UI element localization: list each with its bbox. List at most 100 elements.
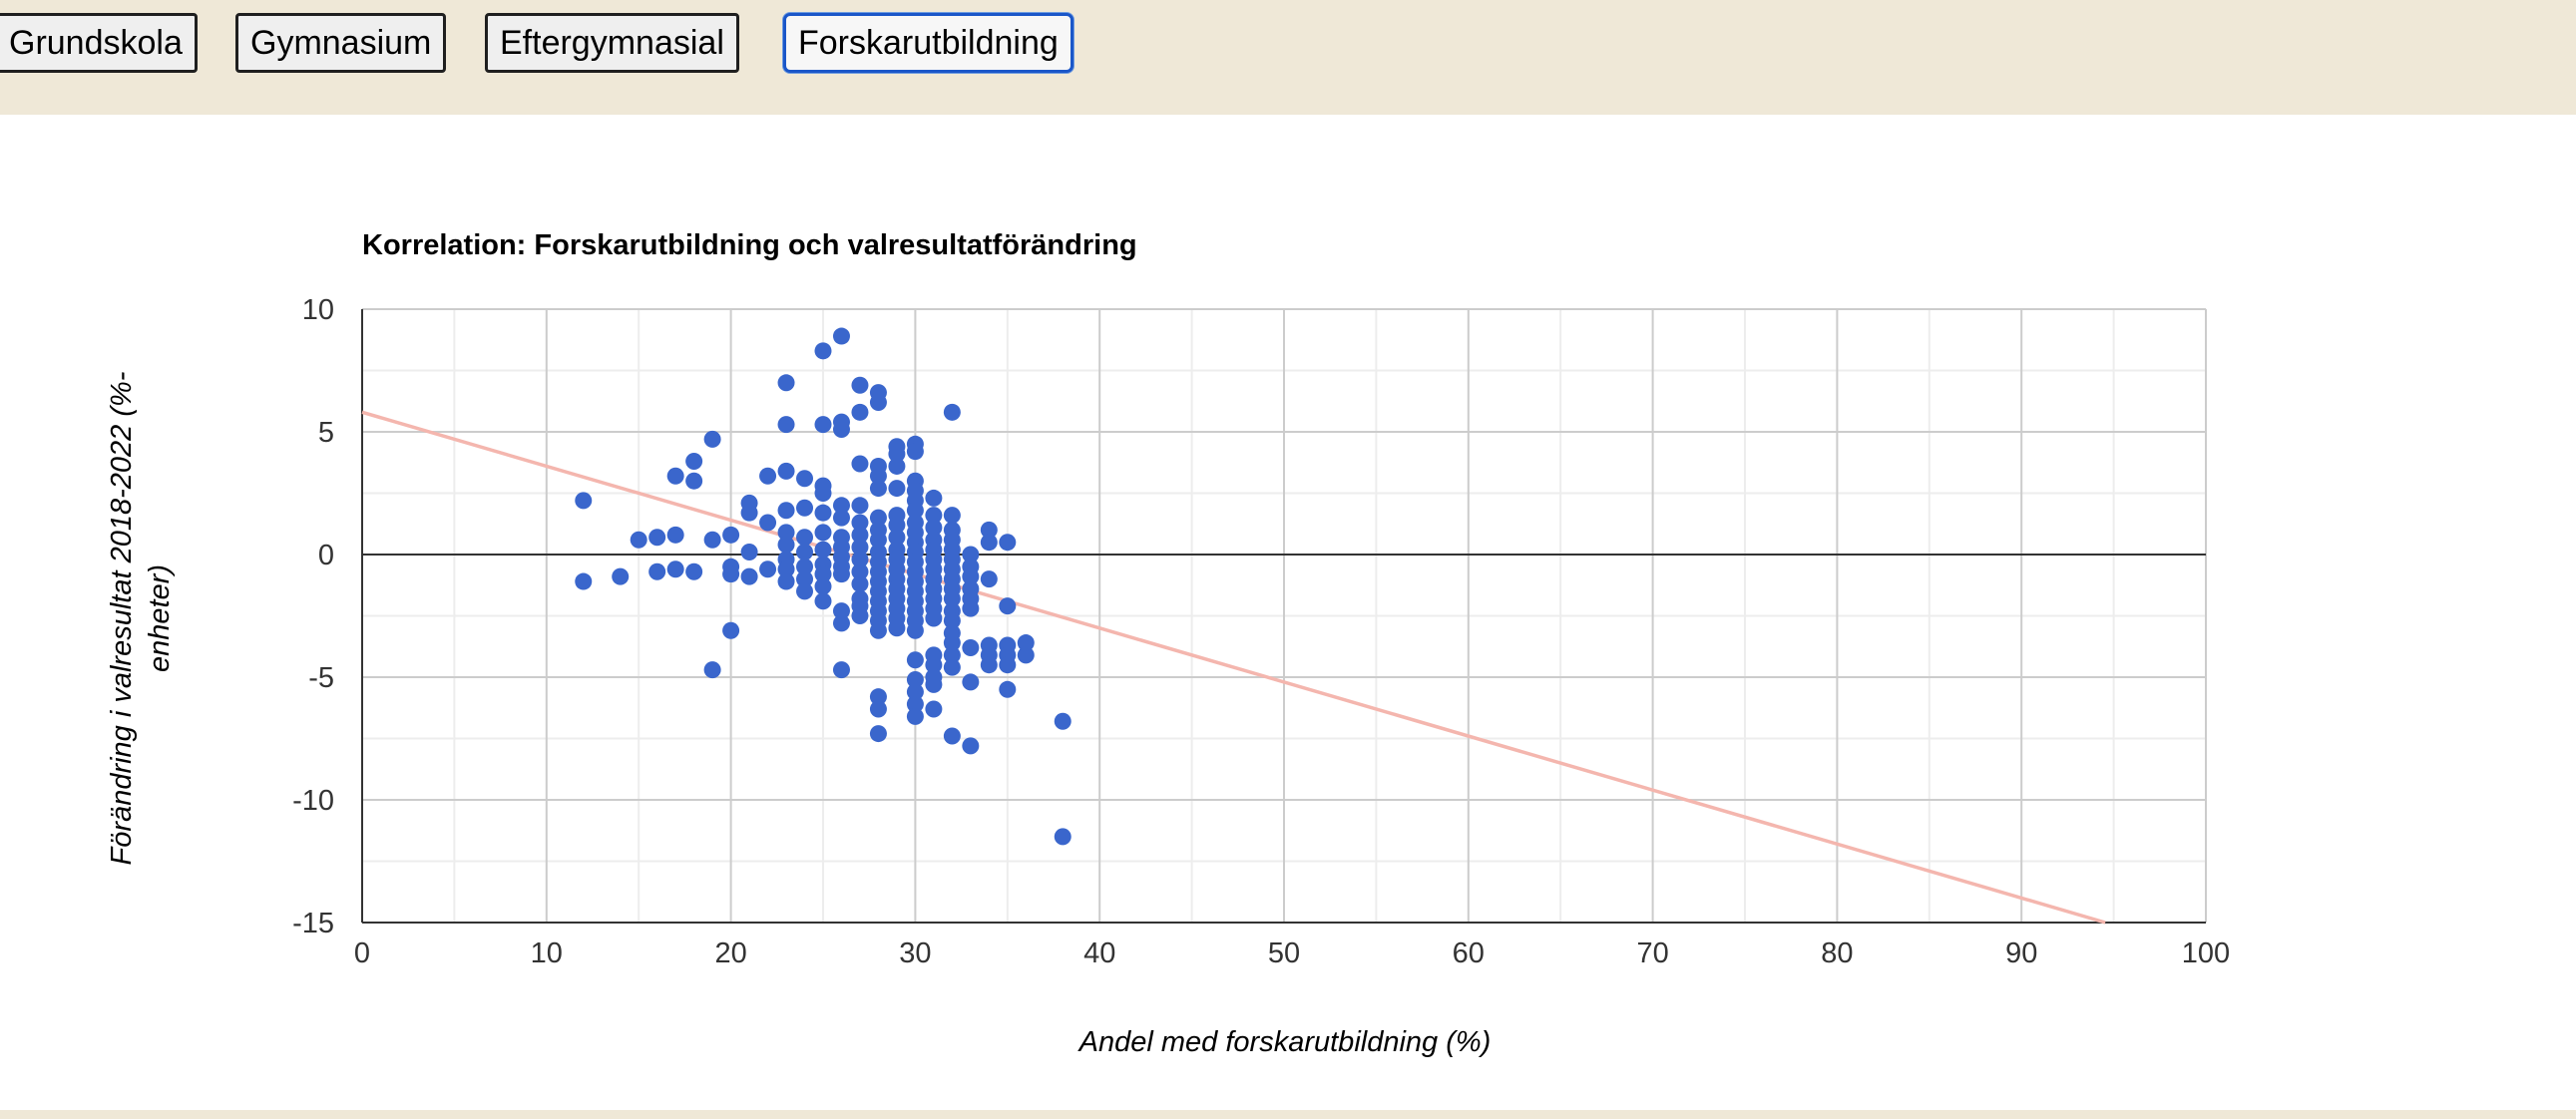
data-point bbox=[925, 609, 943, 627]
x-tick-label: 60 bbox=[1453, 937, 1485, 969]
data-point bbox=[777, 572, 795, 590]
data-point bbox=[962, 638, 980, 656]
data-point bbox=[980, 656, 998, 674]
data-point bbox=[832, 497, 850, 515]
data-point bbox=[703, 430, 721, 448]
data-point bbox=[832, 661, 850, 679]
data-point bbox=[943, 611, 961, 629]
data-point bbox=[796, 529, 814, 547]
x-tick-label: 20 bbox=[714, 937, 746, 969]
data-point bbox=[814, 485, 832, 502]
data-point bbox=[814, 592, 832, 610]
data-point bbox=[777, 536, 795, 554]
data-point bbox=[869, 467, 887, 485]
chart-axes bbox=[361, 309, 2206, 924]
data-point bbox=[777, 524, 795, 542]
data-point bbox=[943, 507, 961, 525]
data-point bbox=[980, 534, 998, 552]
data-point bbox=[869, 509, 887, 527]
tab-grundskola[interactable]: Grundskola bbox=[0, 13, 198, 73]
data-point bbox=[796, 544, 814, 561]
data-point bbox=[888, 445, 906, 463]
x-tick-labels: 0 10 20 30 40 50 60 70 80 90 100 bbox=[354, 937, 2230, 969]
y-axis-label: Förändring i valresultat 2018-2022 (%- e… bbox=[106, 372, 176, 866]
data-point bbox=[648, 562, 666, 580]
y-tick-label: 5 bbox=[318, 417, 334, 449]
x-tick-label: 50 bbox=[1268, 937, 1300, 969]
trendline bbox=[361, 410, 2106, 925]
data-point bbox=[722, 526, 740, 544]
tab-eftergymnasial[interactable]: Eftergymnasial bbox=[485, 13, 739, 73]
data-point bbox=[980, 570, 998, 588]
tab-gymnasium[interactable]: Gymnasium bbox=[235, 13, 447, 73]
data-point bbox=[832, 421, 850, 439]
data-point bbox=[648, 529, 666, 547]
data-point bbox=[1017, 646, 1035, 664]
data-point bbox=[685, 472, 703, 490]
data-point bbox=[759, 560, 777, 578]
data-point bbox=[869, 531, 887, 549]
tab-forskarutbildning[interactable]: Forskarutbildning bbox=[783, 13, 1073, 73]
data-point bbox=[575, 492, 593, 510]
data-point bbox=[851, 497, 869, 515]
data-point bbox=[925, 489, 943, 507]
data-point bbox=[832, 565, 850, 583]
data-point bbox=[796, 470, 814, 488]
data-point bbox=[851, 514, 869, 532]
data-point bbox=[759, 514, 777, 532]
y-tick-label: 0 bbox=[318, 540, 334, 571]
data-point bbox=[832, 602, 850, 620]
x-tick-label: 40 bbox=[1083, 937, 1115, 969]
data-point bbox=[814, 342, 832, 360]
data-point bbox=[851, 551, 869, 568]
data-point bbox=[1054, 712, 1072, 730]
data-point bbox=[777, 502, 795, 520]
filter-toolbar: Grundskola Gymnasium Eftergymnasial Fors… bbox=[0, 0, 2576, 115]
data-point bbox=[666, 526, 684, 544]
x-tick-label: 100 bbox=[2182, 937, 2230, 969]
data-point bbox=[999, 680, 1017, 698]
y-tick-label: -15 bbox=[292, 908, 334, 939]
data-point bbox=[740, 544, 758, 561]
y-tick-labels: 10 5 0 -5 -10 -15 bbox=[292, 294, 334, 939]
data-point bbox=[777, 560, 795, 578]
data-point bbox=[943, 727, 961, 745]
data-point bbox=[962, 567, 980, 585]
data-point bbox=[1054, 828, 1072, 846]
data-point bbox=[906, 651, 924, 669]
x-tick-label: 70 bbox=[1636, 937, 1668, 969]
data-point bbox=[814, 504, 832, 522]
data-point bbox=[612, 567, 630, 585]
data-point bbox=[869, 725, 887, 743]
data-point bbox=[666, 467, 684, 485]
data-point bbox=[722, 621, 740, 639]
data-point bbox=[962, 599, 980, 617]
data-point bbox=[759, 467, 777, 485]
data-point bbox=[906, 683, 924, 701]
data-point bbox=[685, 562, 703, 580]
data-point bbox=[814, 416, 832, 434]
data-point bbox=[685, 453, 703, 471]
x-tick-label: 30 bbox=[899, 937, 931, 969]
data-point bbox=[869, 688, 887, 706]
data-points bbox=[575, 327, 1072, 846]
data-point bbox=[740, 567, 758, 585]
data-point bbox=[703, 531, 721, 549]
data-point bbox=[851, 455, 869, 473]
data-point bbox=[796, 582, 814, 600]
data-point bbox=[851, 575, 869, 593]
data-point bbox=[888, 457, 906, 475]
data-point bbox=[814, 541, 832, 559]
data-point bbox=[777, 462, 795, 480]
data-point bbox=[925, 519, 943, 537]
x-axis-label: Andel med forskarutbildning (%) bbox=[1077, 1026, 1492, 1058]
data-point bbox=[999, 534, 1017, 552]
data-point bbox=[703, 661, 721, 679]
data-point bbox=[851, 607, 869, 624]
data-point bbox=[943, 658, 961, 676]
data-point bbox=[906, 621, 924, 639]
y-tick-label: -5 bbox=[308, 662, 334, 694]
y-tick-label: -10 bbox=[292, 785, 334, 817]
data-point bbox=[796, 558, 814, 575]
data-point bbox=[906, 695, 924, 713]
